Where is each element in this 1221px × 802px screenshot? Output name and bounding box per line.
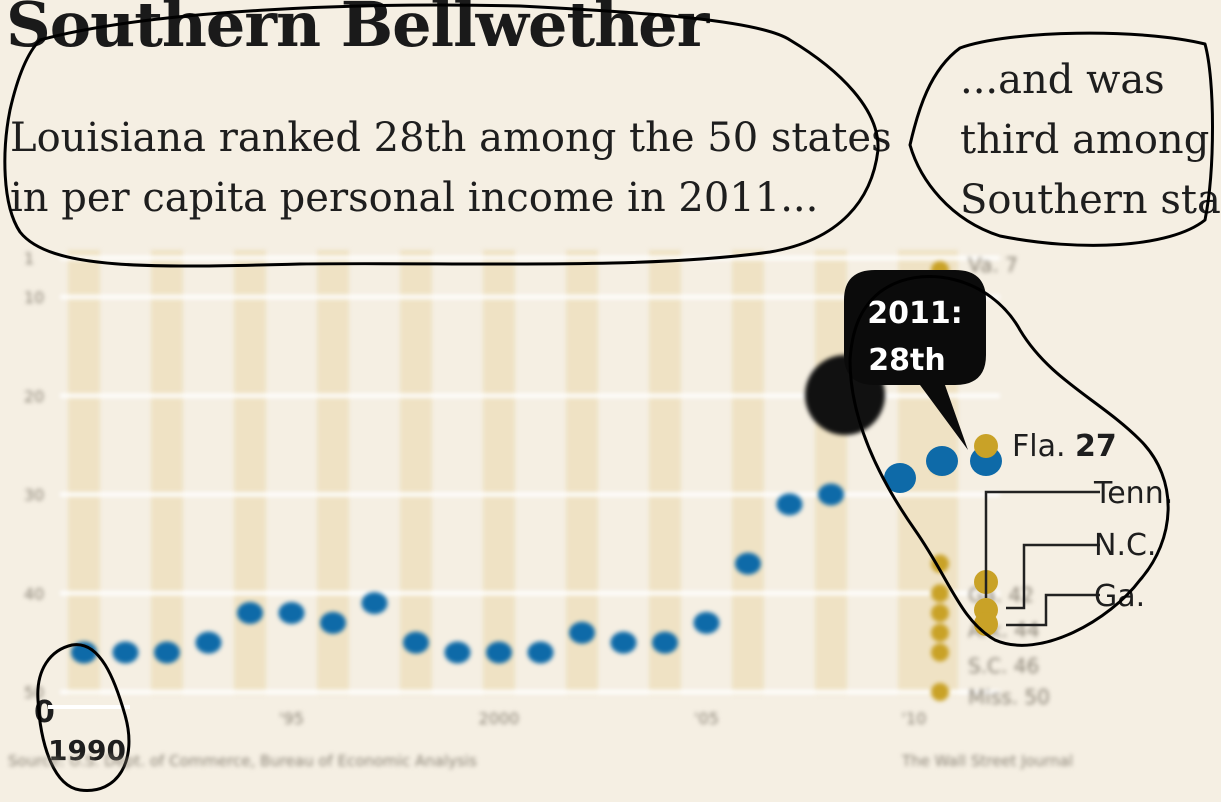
fla-label: Fla. 27 <box>1012 429 1117 464</box>
annotation-outline-axis <box>36 643 131 792</box>
louisiana-point <box>195 631 222 654</box>
louisiana-point <box>610 631 637 654</box>
callout-year: 2011: <box>867 296 963 331</box>
louisiana-point <box>527 641 554 664</box>
year-band <box>566 250 598 695</box>
louisiana-point <box>569 621 595 644</box>
y-tick-label: 1 <box>24 249 34 268</box>
southern-point <box>931 683 949 701</box>
nc-label: N.C. <box>1094 528 1156 563</box>
louisiana-point <box>776 493 803 516</box>
annotation-outline-callout <box>848 275 1170 647</box>
annotation-outline-left <box>3 3 880 268</box>
year-band <box>483 250 515 695</box>
x-tick-label: 2000 <box>479 709 520 728</box>
subtitle-right-line-1: ...and was <box>960 57 1165 103</box>
y-tick-label: 10 <box>24 288 44 307</box>
tenn-label: Tenn. <box>1093 476 1173 511</box>
year-band <box>732 250 764 695</box>
southern-point <box>931 623 949 642</box>
y-tick-label: 40 <box>24 584 44 603</box>
louisiana-point <box>403 631 429 654</box>
southern-point <box>931 584 949 603</box>
louisiana-point <box>278 602 305 624</box>
x-tick-1990: 1990 <box>48 734 126 767</box>
x-tick-label: '95 <box>279 709 304 728</box>
leader-lines <box>984 490 1100 627</box>
louisiana-point <box>154 641 180 664</box>
louisiana-point <box>486 641 512 664</box>
callout-rank: 28th <box>868 343 945 378</box>
y-tick-label: 30 <box>24 486 44 505</box>
credit-note: The Wall Street Journal <box>902 752 1074 770</box>
louisiana-point <box>320 611 346 634</box>
southern-label-blurred: Miss. 50 <box>968 685 1050 709</box>
southern-label-blurred: Va. 7 <box>968 253 1018 277</box>
year-band <box>151 250 183 695</box>
southern-point <box>931 554 949 573</box>
subtitle-left-line-1: Louisiana ranked 28th among the 50 state… <box>10 115 892 161</box>
louisiana-point <box>112 641 139 664</box>
y-tick-label: 20 <box>24 387 44 406</box>
louisiana-point <box>735 552 761 575</box>
year-band <box>815 250 847 695</box>
x-tick-label: '10 <box>902 709 927 728</box>
year-band <box>649 250 681 695</box>
x-tick-label: '05 <box>694 709 719 728</box>
subtitle-right-line-3: Southern stat <box>960 177 1221 223</box>
southern-point <box>931 604 949 622</box>
louisiana-point <box>444 641 471 664</box>
louisiana-point-recent <box>926 446 958 476</box>
louisiana-point-recent <box>884 463 916 493</box>
year-band <box>234 250 266 695</box>
louisiana-point <box>693 611 720 634</box>
year-band <box>400 250 432 695</box>
louisiana-point <box>818 483 844 506</box>
annotation-outline-right <box>908 31 1214 247</box>
year-band <box>68 250 100 695</box>
callout-bubble <box>844 270 986 450</box>
louisiana-point <box>652 631 678 654</box>
louisiana-point <box>71 641 97 664</box>
subtitle-right-line-2: third among <box>960 117 1210 163</box>
source-note: Source: U.S. Dept. of Commerce, Bureau o… <box>8 752 477 770</box>
louisiana-point <box>361 592 388 615</box>
louisiana-point <box>237 602 263 624</box>
subtitle-left-line-2: in per capita personal income in 2011... <box>10 175 819 221</box>
southern-point-recent <box>974 434 998 458</box>
southern-point <box>931 643 949 662</box>
southern-label-blurred: S.C. 46 <box>968 654 1039 678</box>
